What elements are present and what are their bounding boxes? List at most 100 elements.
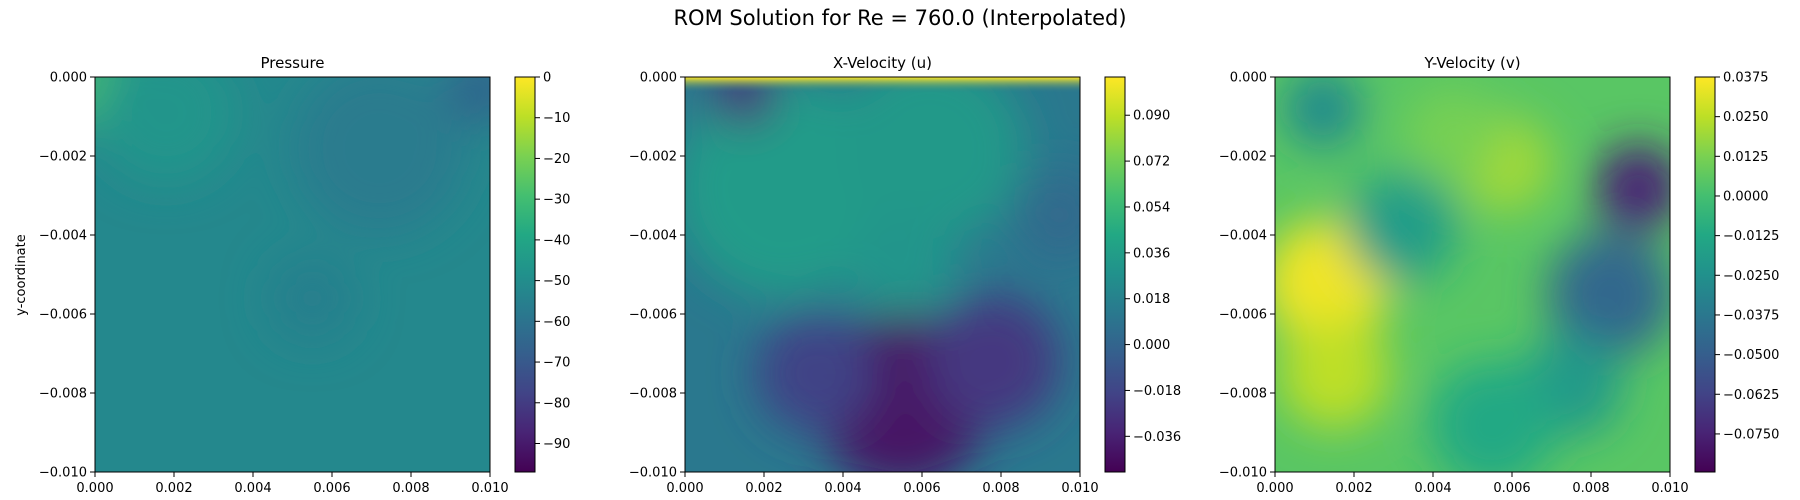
y-tick-label: −0.004 <box>39 229 87 244</box>
y-tick-label: −0.004 <box>1219 229 1267 244</box>
field-feature-5 <box>925 294 1061 429</box>
panel-3: Y-Velocity (v) 0.000 0.002 0.004 0.006 0.008 0… <box>1219 54 1780 496</box>
colorbar-tick-label: −60 <box>543 315 570 330</box>
colorbar-tick-label: −40 <box>543 233 570 248</box>
axes-frame <box>94 76 491 473</box>
field-feature-3 <box>846 211 958 322</box>
axes-frame <box>684 76 1081 473</box>
field-feature-2 <box>1278 317 1390 429</box>
heatmap-panels: Pressure 0.000 0.002 0.004 0.006 0.008 0.010 0.… <box>39 54 1780 496</box>
colorbar-tick-label: −0.0750 <box>1723 427 1779 442</box>
colorbar-tick-label: 0.0125 <box>1723 150 1769 165</box>
y-tick-label: −0.002 <box>39 150 87 165</box>
colorbar <box>1694 76 1716 473</box>
y-tick-label: −0.010 <box>39 466 87 481</box>
x-tick-label: 0.006 <box>1493 481 1530 496</box>
colorbar-tick-label: −0.0375 <box>1723 308 1779 323</box>
colorbar-tick-label: 0.054 <box>1133 200 1170 215</box>
field-feature-8 <box>1012 167 1080 263</box>
colorbar-tick-label: 0.0375 <box>1723 71 1769 86</box>
x-tick-label: 0.006 <box>903 481 940 496</box>
colorbar-tick-label: −0.0250 <box>1723 269 1779 284</box>
y-tick-label: −0.010 <box>629 466 677 481</box>
colorbar-tick-label: −0.036 <box>1133 430 1181 445</box>
colorbar-tick-label: 0 <box>543 71 551 86</box>
colorbar-tick-label: −10 <box>543 111 570 126</box>
colorbar-tick-label: 0.090 <box>1133 109 1170 124</box>
colorbar <box>1104 76 1126 473</box>
y-axis-label: y-coordinate <box>14 234 29 316</box>
panel-title: Pressure <box>260 54 324 72</box>
field-feature-4 <box>446 77 490 125</box>
y-tick-label: −0.008 <box>629 387 677 402</box>
x-tick-label: 0.010 <box>1061 481 1098 496</box>
x-tick-label: 0.002 <box>1335 481 1372 496</box>
colorbar-tick-label: −80 <box>543 396 570 411</box>
colorbar-tick-label: −90 <box>543 437 570 452</box>
field-feature-7 <box>1429 361 1556 472</box>
x-tick-label: 0.004 <box>1414 481 1451 496</box>
field-feature-5 <box>268 254 356 342</box>
x-tick-label: 0.010 <box>471 481 508 496</box>
x-tick-label: 0.008 <box>392 481 429 496</box>
y-tick-label: −0.002 <box>629 150 677 165</box>
colorbar-tick-label: 0.018 <box>1133 292 1170 307</box>
panel-title: Y-Velocity (v) <box>1423 54 1520 72</box>
x-tick-label: 0.004 <box>234 481 271 496</box>
y-tick-label: −0.008 <box>39 387 87 402</box>
x-tick-label: 0.000 <box>666 481 703 496</box>
x-tick-label: 0.010 <box>1651 481 1688 496</box>
colorbar-tick-label: −0.018 <box>1133 384 1181 399</box>
panel-title: X-Velocity (u) <box>833 54 932 72</box>
field-feature-3 <box>1594 144 1670 232</box>
field-feature-10 <box>1405 88 1501 184</box>
y-tick-label: −0.004 <box>629 229 677 244</box>
heatmap-field <box>685 77 1080 472</box>
panel-2: X-Velocity (u) 0.000 0.002 0.004 0.006 0.008 0… <box>629 54 1181 496</box>
axes-frame <box>1274 76 1671 473</box>
y-tick-label: −0.006 <box>1219 308 1267 323</box>
y-tick-label: 0.000 <box>50 71 87 86</box>
figure-title: ROM Solution for Re = 760.0 (Interpolate… <box>673 6 1126 30</box>
y-tick-label: 0.000 <box>1230 71 1267 86</box>
x-tick-label: 0.002 <box>745 481 782 496</box>
x-tick-label: 0.008 <box>982 481 1019 496</box>
colorbar-tick-label: −0.0125 <box>1723 229 1779 244</box>
colorbar-tick-label: −30 <box>543 193 570 208</box>
colorbar-tick-label: 0.072 <box>1133 155 1170 170</box>
field-feature-4 <box>1547 231 1670 358</box>
colorbar-tick-label: −20 <box>543 152 570 167</box>
field-feature-2 <box>95 77 238 184</box>
field-feature-9 <box>1282 77 1362 149</box>
colorbar-tick-label: 0.0000 <box>1723 189 1769 204</box>
colorbar-tick-label: −0.0625 <box>1723 388 1779 403</box>
x-tick-label: 0.000 <box>76 481 113 496</box>
colorbar-tick-label: −70 <box>543 356 570 371</box>
panel-1: Pressure 0.000 0.002 0.004 0.006 0.008 0.010 0.… <box>39 54 571 496</box>
x-tick-label: 0.008 <box>1572 481 1609 496</box>
colorbar <box>514 76 536 473</box>
x-tick-label: 0.000 <box>1256 481 1293 496</box>
field-feature-6 <box>1346 171 1457 283</box>
y-tick-label: −0.006 <box>629 308 677 323</box>
colorbar-tick-label: 0.036 <box>1133 246 1170 261</box>
x-tick-label: 0.004 <box>824 481 861 496</box>
field-feature-6 <box>756 314 875 433</box>
y-tick-label: −0.002 <box>1219 150 1267 165</box>
colorbar-tick-label: 0.000 <box>1133 338 1170 353</box>
y-tick-label: −0.008 <box>1219 387 1267 402</box>
y-tick-label: −0.006 <box>39 308 87 323</box>
heatmap-field <box>95 77 490 472</box>
x-tick-label: 0.002 <box>155 481 192 496</box>
y-tick-label: 0.000 <box>640 71 677 86</box>
x-tick-label: 0.006 <box>313 481 350 496</box>
colorbar-tick-label: −50 <box>543 274 570 289</box>
lid-band <box>685 77 1080 93</box>
y-tick-label: −0.010 <box>1219 466 1267 481</box>
heatmap-field <box>1275 77 1670 472</box>
colorbar-tick-label: −0.0500 <box>1723 348 1779 363</box>
field-feature-2 <box>835 77 1025 243</box>
field-feature-3 <box>292 77 467 235</box>
colorbar-tick-label: 0.0250 <box>1723 110 1769 125</box>
